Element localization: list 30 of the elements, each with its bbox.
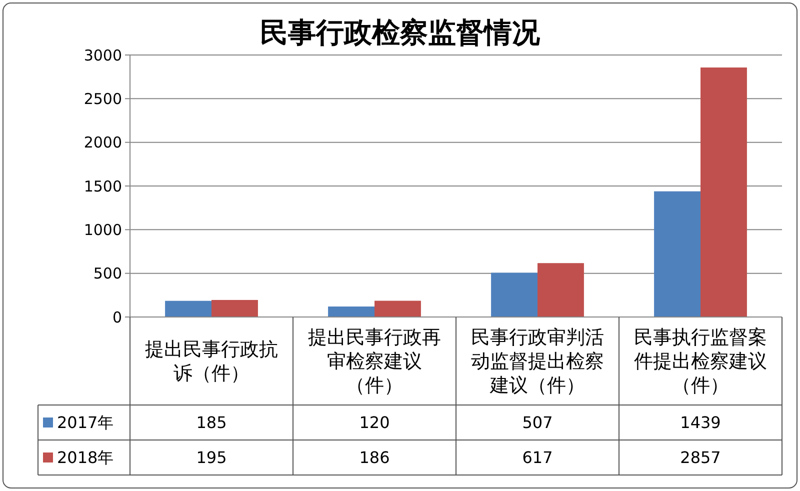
legend-label: 2018年 (57, 448, 114, 468)
x-tick-label: 民事执行监督案件提出检察建议（件） (634, 326, 767, 397)
bar (491, 272, 538, 317)
data-label: 195 (196, 448, 227, 468)
bar (538, 263, 584, 317)
bar (374, 300, 421, 317)
y-tick-label: 2500 (84, 90, 122, 108)
y-tick-label: 3000 (84, 46, 122, 64)
data-label: 617 (522, 448, 553, 468)
bar (654, 191, 700, 317)
chart-title: 民事行政检察监督情况 (260, 16, 541, 49)
data-label: 2857 (680, 448, 721, 468)
bar (328, 306, 374, 317)
bar (165, 300, 212, 317)
bar (700, 67, 747, 317)
data-label: 507 (522, 413, 553, 432)
y-tick-label: 1000 (84, 220, 122, 239)
y-tick-label: 1500 (84, 177, 122, 196)
bar (212, 300, 258, 317)
data-label: 1439 (680, 413, 721, 432)
data-label: 185 (196, 413, 227, 432)
x-tick-label: 民事行政审判活动监督提出检察建议（件） (471, 326, 604, 397)
legend-label: 2017年 (57, 413, 114, 432)
data-label: 186 (359, 448, 390, 468)
x-tick-label: 提出民事行政抗诉（件） (145, 338, 278, 385)
y-tick-label: 500 (93, 264, 122, 283)
data-label: 120 (359, 413, 390, 432)
y-tick-label: 0 (112, 308, 122, 326)
x-tick-label: 提出民事行政再审检察建议（件） (308, 326, 441, 397)
y-tick-label: 2000 (84, 134, 122, 152)
